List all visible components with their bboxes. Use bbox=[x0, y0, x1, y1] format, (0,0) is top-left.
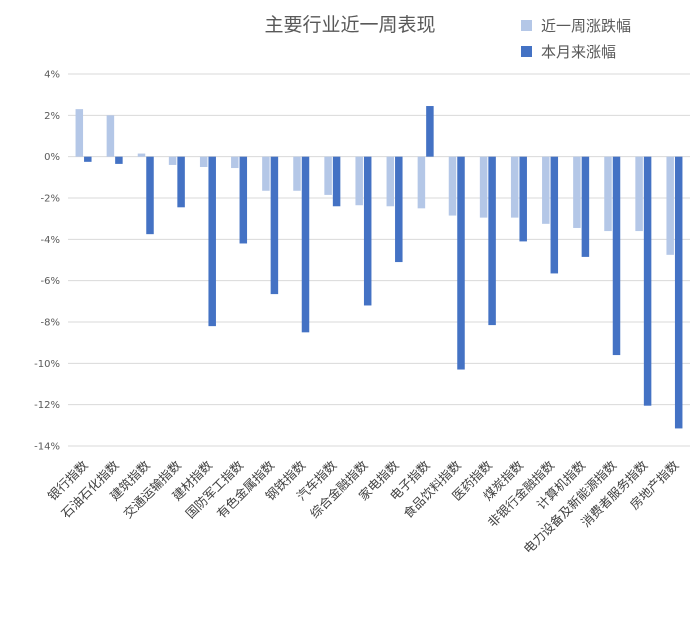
bar-weekly-change bbox=[573, 156, 581, 228]
bar-monthly-change bbox=[550, 156, 559, 274]
bar-monthly-change bbox=[426, 106, 434, 157]
legend-swatch-monthly bbox=[521, 46, 532, 57]
y-tick-label: -2% bbox=[41, 194, 60, 205]
bar-monthly-change bbox=[643, 156, 652, 406]
y-tick-label: -10% bbox=[34, 359, 60, 370]
bar-weekly-change bbox=[137, 153, 146, 157]
y-tick-label: -8% bbox=[41, 318, 60, 329]
bar-weekly-change bbox=[199, 156, 208, 167]
bar-monthly-change bbox=[519, 156, 527, 242]
y-tick-label: -4% bbox=[41, 235, 60, 246]
legend: 近一周涨跌幅 本月来涨幅 bbox=[521, 17, 631, 61]
bar-monthly-change bbox=[239, 156, 248, 244]
bar-monthly-change bbox=[332, 156, 341, 207]
y-axis-ticks: 4% 2% 0% -2% -4% -6% -8% -10% -12% -14% bbox=[34, 70, 60, 453]
bar-monthly-change bbox=[270, 156, 279, 295]
bar-weekly-change bbox=[479, 156, 488, 218]
bar-weekly-change bbox=[417, 156, 426, 209]
bar-weekly-change bbox=[542, 156, 550, 224]
y-tick-label: 0% bbox=[44, 152, 60, 163]
bar-monthly-change bbox=[146, 156, 154, 235]
y-tick-label: -6% bbox=[41, 276, 60, 287]
y-tick-label: 4% bbox=[44, 70, 60, 81]
chart-title: 主要行业近一周表现 bbox=[264, 14, 435, 36]
legend-label-monthly: 本月来涨幅 bbox=[541, 43, 616, 61]
bar-monthly-change bbox=[208, 156, 216, 327]
bar-weekly-change bbox=[635, 156, 643, 232]
bar-weekly-change bbox=[355, 156, 363, 206]
legend-label-weekly: 近一周涨跌幅 bbox=[541, 17, 631, 35]
x-axis-labels: 银行指数石油石化指数建筑指数交通运输指数建材指数国防军工指数有色金属指数钢铁指数… bbox=[45, 457, 682, 556]
bar-weekly-change bbox=[324, 156, 332, 195]
bar-weekly-change bbox=[262, 156, 270, 191]
bars bbox=[75, 106, 683, 429]
y-tick-label: 2% bbox=[44, 111, 60, 122]
bar-monthly-change bbox=[363, 156, 372, 306]
bar-weekly-change bbox=[604, 156, 612, 232]
bar-weekly-change bbox=[231, 156, 239, 169]
bar-weekly-change bbox=[75, 109, 84, 157]
bar-weekly-change bbox=[106, 115, 115, 157]
gridlines bbox=[68, 73, 690, 447]
y-tick-label: -14% bbox=[34, 442, 60, 453]
bar-weekly-change bbox=[386, 156, 395, 207]
bar-weekly-change bbox=[293, 156, 301, 191]
legend-swatch-weekly bbox=[521, 20, 532, 31]
y-tick-label: -12% bbox=[34, 400, 60, 411]
bar-monthly-change bbox=[457, 156, 465, 370]
bar-monthly-change bbox=[612, 156, 621, 356]
bar-monthly-change bbox=[488, 156, 496, 326]
bar-monthly-change bbox=[581, 156, 590, 257]
bar-weekly-change bbox=[448, 156, 457, 216]
bar-weekly-change bbox=[510, 156, 519, 218]
bar-monthly-change bbox=[395, 156, 403, 263]
bar-monthly-change bbox=[301, 156, 310, 333]
bar-weekly-change bbox=[666, 156, 674, 255]
bar-monthly-change bbox=[84, 156, 92, 162]
bar-monthly-change bbox=[674, 156, 683, 429]
bar-weekly-change bbox=[168, 156, 177, 165]
bar-monthly-change bbox=[177, 156, 185, 208]
bar-monthly-change bbox=[115, 156, 123, 164]
